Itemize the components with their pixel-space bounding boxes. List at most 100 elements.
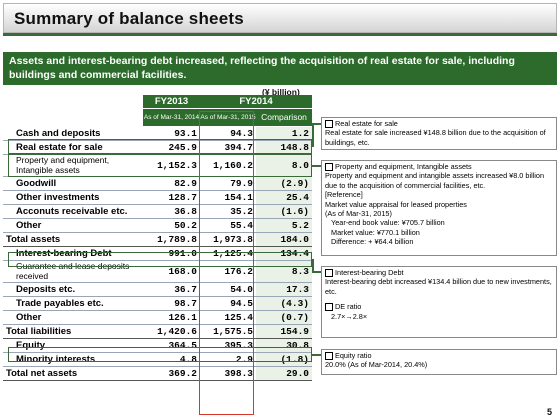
note-equity: Equity ratio 20.0% (As of Mar-2014, 20.4… [321,349,557,375]
row-fy2013: 369.2 [143,366,200,381]
checkbox-icon [325,119,333,128]
row-comparison: 25.4 [256,190,312,205]
row-fy2013: 50.2 [143,218,200,233]
row-fy2013: 991.0 [143,246,200,261]
checkbox-icon [325,162,333,171]
row-fy2014: 154.1 [200,190,256,205]
row-fy2013: 98.7 [143,296,200,311]
row-comparison: (1.6) [256,204,312,219]
highlight-real-estate-row [8,139,312,154]
row-label: Interest-bearing Debt [3,246,143,261]
header-date-2015: As of Mar-31, 2015 [200,108,256,127]
table-row: Goodwill 82.9 79.9 (2.9) [3,176,312,191]
note-difference: Difference: + ¥64.4 billion [331,237,414,247]
note-property: Property and equipment, Intangible asset… [321,160,557,256]
row-fy2014: 94.5 [200,296,256,311]
subheader-blank [3,108,143,127]
balance-sheet-table: FY2013 FY2014 As of Mar-31, 2014 As of M… [3,95,312,381]
row-comparison: (4.3) [256,296,312,311]
table-row: Other investments 128.7 154.1 25.4 [3,190,312,205]
note-heading: Real estate for sale [335,119,398,128]
table-row: Trade payables etc. 98.7 94.5 (4.3) [3,296,312,311]
table-subheader-row: As of Mar-31, 2014 As of Mar-31, 2015 Co… [3,108,312,127]
row-comparison: 8.0 [256,154,312,177]
highlight-equity-row [8,347,312,362]
note-de-heading: DE ratio [335,302,362,312]
checkbox-icon [325,268,333,277]
row-fy2013: 1,789.8 [143,232,200,247]
row-label: Acconuts receivable etc. [3,204,143,219]
row-comparison: 5.2 [256,218,312,233]
row-fy2013: 126.1 [143,310,200,325]
header-fy2014: FY2014 [200,95,312,109]
note-heading: Interest-bearing Debt [335,268,404,277]
connector-equity [312,354,321,356]
table-row: Deposits etc. 36.7 54.0 17.3 [3,282,312,297]
row-fy2014: 395.3 [200,338,256,353]
row-label: Goodwill [3,176,143,191]
note-market: Market value: ¥770.1 billion [331,227,420,237]
row-comparison: (1.8) [256,352,312,367]
row-comparison: 184.0 [256,232,312,247]
row-label: Total liabilities [3,324,143,339]
row-fy2014: 398.3 [200,366,256,381]
table-row-total-liabilities: Total liabilities 1,420.6 1,575.5 154.9 [3,324,312,339]
row-label: Trade payables etc. [3,296,143,311]
table-row: Acconuts receivable etc. 36.8 35.2 (1.6) [3,204,312,219]
row-label: Cash and deposits [3,126,143,141]
row-comparison: 134.4 [256,246,312,261]
header-comparison: Comparison [256,108,312,127]
row-fy2013: 128.7 [143,190,200,205]
table-row: Interest-bearing Debt 991.0 1,125.4 134.… [3,246,312,261]
row-label: Equity [3,338,143,353]
row-label: Other [3,218,143,233]
row-comparison: 148.8 [256,140,312,155]
row-label: Total net assets [3,366,143,381]
checkbox-icon [325,351,333,360]
note-text: Property and equipment and intangible as… [325,171,545,190]
row-comparison: 29.0 [256,366,312,381]
checkbox-icon [325,302,333,311]
unit-label: (¥ billion) [262,87,300,97]
row-fy2013: 364.5 [143,338,200,353]
table-row: Property and equipment, Intangible asset… [3,154,312,177]
connector-real-estate-h [312,123,321,125]
connector-real-estate [312,123,314,147]
connector-debt-h [312,271,321,273]
row-fy2014: 125.4 [200,310,256,325]
header-fy2013: FY2013 [143,95,200,109]
highlight-property-row [8,154,312,177]
fy2014-column-highlight [199,111,254,415]
note-debt: Interest-bearing Debt Interest-bearing d… [321,266,557,338]
slide-title: Summary of balance sheets [14,9,244,28]
table-row-total-net-assets: Total net assets 369.2 398.3 29.0 [3,366,312,381]
connector-debt [312,259,314,271]
row-fy2013: 4.8 [143,352,200,367]
row-label: Other [3,310,143,325]
row-fy2014: 1,973.8 [200,232,256,247]
row-fy2014: 2.9 [200,352,256,367]
row-fy2014: 55.4 [200,218,256,233]
row-fy2014: 54.0 [200,282,256,297]
row-label: Other investments [3,190,143,205]
row-fy2014: 1,575.5 [200,324,256,339]
table-row: Equity 364.5 395.3 30.8 [3,338,312,353]
note-reference: [Reference] [325,190,363,200]
table-row: Other 126.1 125.4 (0.7) [3,310,312,325]
note-text: Real estate for sale increased ¥148.8 bi… [325,128,546,147]
table-row: Real estate for sale 245.9 394.7 148.8 [3,140,312,155]
row-comparison: (2.9) [256,176,312,191]
row-fy2014: 1,125.4 [200,246,256,261]
table-row: Minority interests 4.8 2.9 (1.8) [3,352,312,367]
note-de-value: 2.7×→2.8× [331,311,368,321]
note-market-value: Market value appraisal for leased proper… [325,199,467,209]
header-date-2014: As of Mar-31, 2014 [143,108,200,127]
table-header-row: FY2013 FY2014 [3,95,312,109]
note-text: 20.0% (As of Mar-2014, 20.4%) [325,360,428,370]
note-text: Interest-bearing debt increased ¥134.4 b… [325,277,552,296]
page-number: 5 [546,407,552,417]
connector-property [312,165,321,167]
row-comparison: 17.3 [256,282,312,297]
row-comparison: (0.7) [256,310,312,325]
row-fy2014: 79.9 [200,176,256,191]
